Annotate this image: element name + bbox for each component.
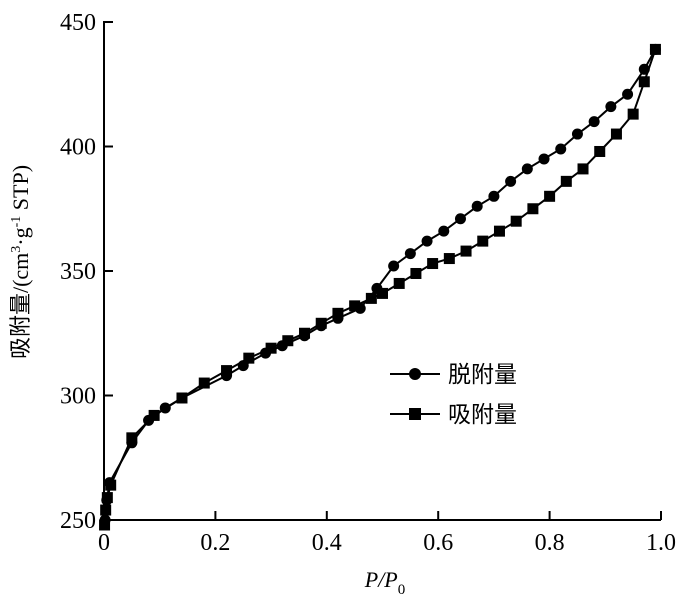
data-point-square: [148, 409, 160, 421]
data-point-square: [527, 203, 539, 215]
y-tick-label: 250: [60, 508, 96, 534]
y-tick-label: 400: [60, 135, 96, 161]
data-point-square: [577, 163, 589, 175]
data-point-square: [198, 377, 210, 389]
data-point-square: [493, 225, 505, 237]
data-point-square: [638, 76, 650, 88]
legend-label-desorption: 脱附量: [448, 362, 517, 388]
data-point-circle: [538, 153, 550, 165]
data-point-circle: [588, 116, 600, 128]
legend: 脱附量 吸附量: [390, 362, 517, 428]
data-point-circle: [555, 143, 567, 155]
x-axis-title: P/P0: [364, 567, 406, 598]
data-point-square: [101, 492, 113, 504]
x-axis-title-main: P/P: [364, 567, 398, 592]
y-axis-title-mid: ·g: [8, 227, 33, 245]
data-point-square: [649, 43, 661, 55]
legend-marker-square: [409, 408, 421, 420]
series-square: [99, 43, 661, 531]
x-tick-label: 0.6: [423, 530, 453, 556]
data-point-square: [443, 253, 455, 265]
data-point-square: [243, 352, 255, 364]
data-point-square: [99, 519, 111, 531]
data-point-square: [594, 145, 606, 157]
data-point-square: [460, 245, 472, 257]
data-point-square: [126, 432, 138, 444]
x-tick-label: 0: [98, 530, 110, 556]
x-tick-label: 0.2: [200, 530, 230, 556]
legend-marker-circle: [409, 368, 421, 380]
x-tick-label: 0.4: [312, 530, 342, 556]
data-point-circle: [454, 213, 466, 225]
data-point-square: [105, 479, 117, 491]
data-point-circle: [521, 163, 533, 175]
y-axis-title-sup1: 3: [9, 246, 24, 253]
data-point-square: [477, 235, 489, 247]
data-point-circle: [571, 128, 583, 140]
data-point-circle: [471, 200, 483, 212]
series-circle: [99, 43, 661, 526]
y-tick-label: 350: [60, 259, 96, 285]
data-point-square: [332, 307, 344, 319]
x-ticks: 0 0.2 0.4 0.6 0.8 1.0: [98, 511, 676, 556]
data-point-square: [100, 504, 112, 516]
data-point-square: [282, 335, 294, 347]
data-point-square: [544, 190, 556, 202]
data-point-square: [427, 258, 439, 270]
x-tick-label: 1.0: [646, 530, 676, 556]
y-ticks: 250 300 350 400 450: [60, 10, 113, 534]
data-point-square: [510, 215, 522, 227]
data-point-circle: [388, 260, 400, 272]
data-point-square: [410, 267, 422, 279]
data-point-circle: [622, 88, 634, 100]
data-point-square: [176, 392, 188, 404]
x-tick-label: 0.8: [535, 530, 565, 556]
data-point-square: [560, 175, 572, 187]
data-point-circle: [505, 175, 517, 187]
y-axis-title: 吸附量/(cm3·g-1 STP): [8, 165, 33, 359]
y-axis-title-sup2: -1: [9, 216, 24, 228]
data-point-square: [349, 300, 361, 312]
data-point-square: [393, 277, 405, 289]
data-point-square: [627, 108, 639, 120]
data-point-circle: [438, 225, 450, 237]
legend-item-adsorption: 吸附量: [390, 402, 517, 428]
data-point-square: [299, 327, 311, 339]
legend-label-adsorption: 吸附量: [448, 402, 517, 428]
x-axis-title-sub: 0: [398, 582, 406, 598]
y-tick-label: 450: [60, 10, 96, 36]
data-point-square: [377, 287, 388, 299]
y-tick-label: 300: [60, 384, 96, 410]
data-point-circle: [404, 248, 416, 260]
series-layer: [99, 43, 661, 531]
y-axis-title-suffix: STP): [8, 165, 33, 216]
data-point-square: [365, 292, 377, 304]
axes: [103, 21, 661, 521]
y-axis-title-prefix: 吸附量/(cm: [8, 253, 33, 359]
data-point-square: [610, 128, 622, 140]
data-point-square: [221, 365, 233, 377]
legend-item-desorption: 脱附量: [390, 362, 517, 388]
data-point-circle: [605, 101, 617, 113]
data-point-circle: [488, 190, 500, 202]
data-point-square: [315, 317, 327, 329]
data-point-circle: [421, 235, 433, 247]
data-point-square: [265, 342, 277, 354]
